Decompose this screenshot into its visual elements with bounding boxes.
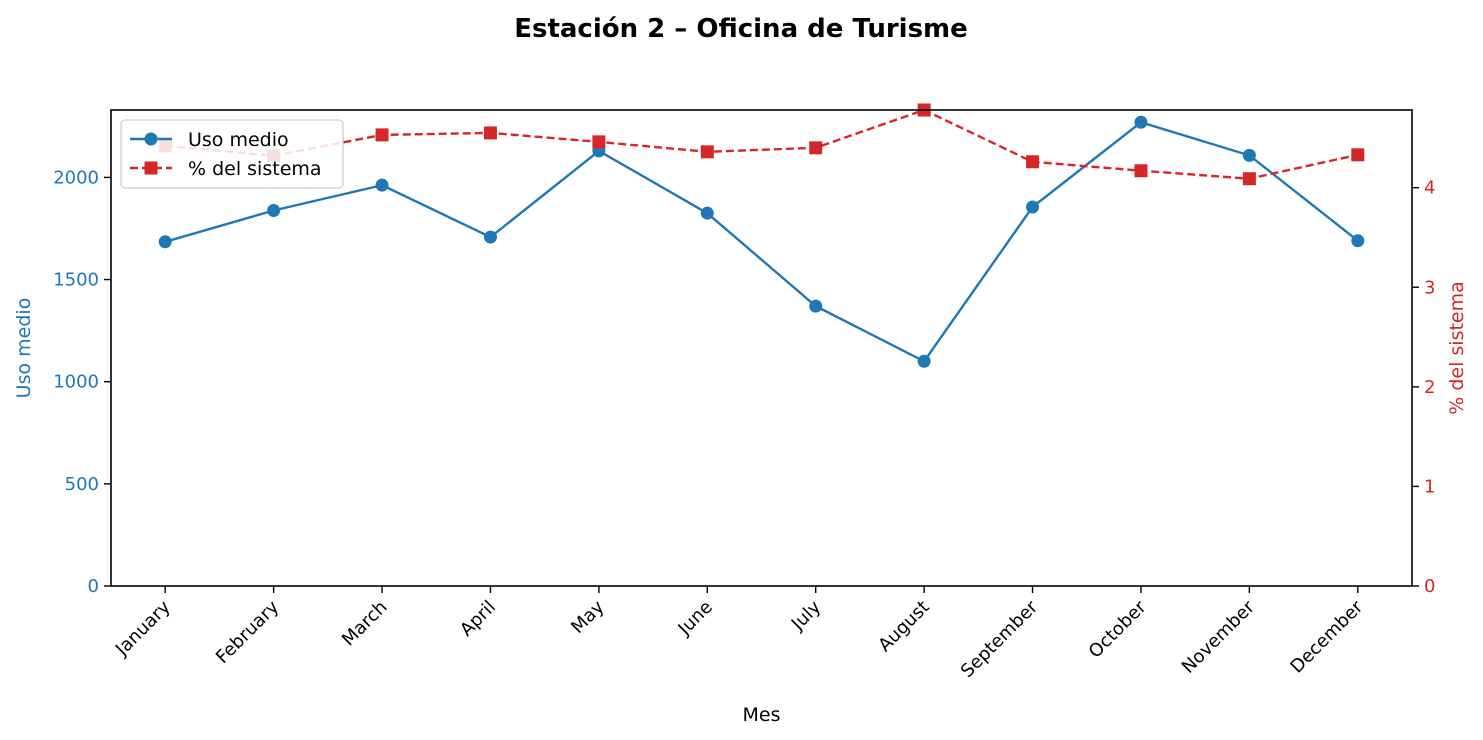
y-left-tick-label: 500 xyxy=(65,474,99,495)
legend-marker-square xyxy=(144,161,158,175)
data-point-square xyxy=(809,141,823,155)
data-point-square xyxy=(700,145,714,159)
y-left-axis-label: Uso medio xyxy=(13,298,35,399)
data-point-circle xyxy=(700,206,714,220)
data-point-circle xyxy=(267,204,281,218)
data-point-circle xyxy=(375,178,389,192)
y-left-tick-label: 1000 xyxy=(53,372,99,393)
data-point-circle xyxy=(1242,148,1256,162)
legend-label: Uso medio xyxy=(188,129,289,151)
data-point-circle xyxy=(1134,115,1148,129)
y-right-tick-label: 0 xyxy=(1424,576,1435,597)
series-line-1 xyxy=(164,120,1359,363)
data-point-square xyxy=(1351,148,1365,162)
x-tick-label: May xyxy=(567,596,608,637)
legend-marker-circle xyxy=(144,132,158,146)
x-tick-label: July xyxy=(787,596,826,635)
y-right-tick-label: 4 xyxy=(1424,178,1435,199)
x-tick-label: March xyxy=(338,597,392,651)
data-point-square xyxy=(1026,155,1040,169)
data-point-circle xyxy=(1351,234,1365,248)
data-point-circle xyxy=(483,230,497,244)
data-point-square xyxy=(375,128,389,142)
data-point-circle xyxy=(917,354,931,368)
y-left-tick-label: 1500 xyxy=(53,270,99,291)
x-tick-label: April xyxy=(456,597,500,641)
x-tick-label: January xyxy=(111,596,175,660)
legend: Uso medio % del sistema xyxy=(120,119,344,189)
x-tick-label: September xyxy=(957,596,1043,682)
data-point-square xyxy=(1242,172,1256,186)
x-tick-label: November xyxy=(1178,596,1259,677)
y-right-tick-label: 3 xyxy=(1424,277,1435,298)
x-tick-label: February xyxy=(212,596,283,667)
x-axis-label: Mes xyxy=(743,704,781,726)
y-right-tick-label: 1 xyxy=(1424,476,1435,497)
x-tick-label: June xyxy=(674,597,717,640)
chart-title: Estación 2 – Oficina de Turisme xyxy=(514,14,968,44)
legend-box xyxy=(120,119,344,189)
data-point-square xyxy=(1134,164,1148,178)
y-right-tick-label: 2 xyxy=(1424,377,1435,398)
legend-label: % del sistema xyxy=(188,158,322,180)
data-point-square xyxy=(592,135,606,149)
plot-frame xyxy=(110,109,1413,587)
data-point-circle xyxy=(158,235,172,249)
series-line-2 xyxy=(165,108,1359,180)
x-tick-label: October xyxy=(1085,596,1151,662)
y-left-tick-label: 0 xyxy=(88,576,99,597)
data-point-circle xyxy=(1026,200,1040,214)
x-tick-label: August xyxy=(874,597,933,656)
y-right-axis-label: % del sistema xyxy=(1446,281,1468,415)
y-left-tick-label: 2000 xyxy=(53,167,99,188)
data-point-square xyxy=(483,126,497,140)
data-point-circle xyxy=(809,299,823,313)
x-tick-label: December xyxy=(1286,596,1367,677)
